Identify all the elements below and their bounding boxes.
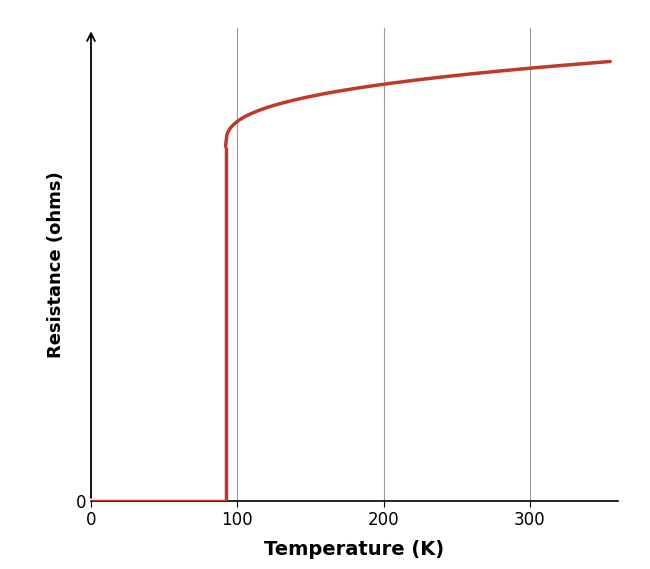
X-axis label: Temperature (K): Temperature (K) (264, 540, 445, 559)
Y-axis label: Resistance (ohms): Resistance (ohms) (47, 171, 64, 358)
